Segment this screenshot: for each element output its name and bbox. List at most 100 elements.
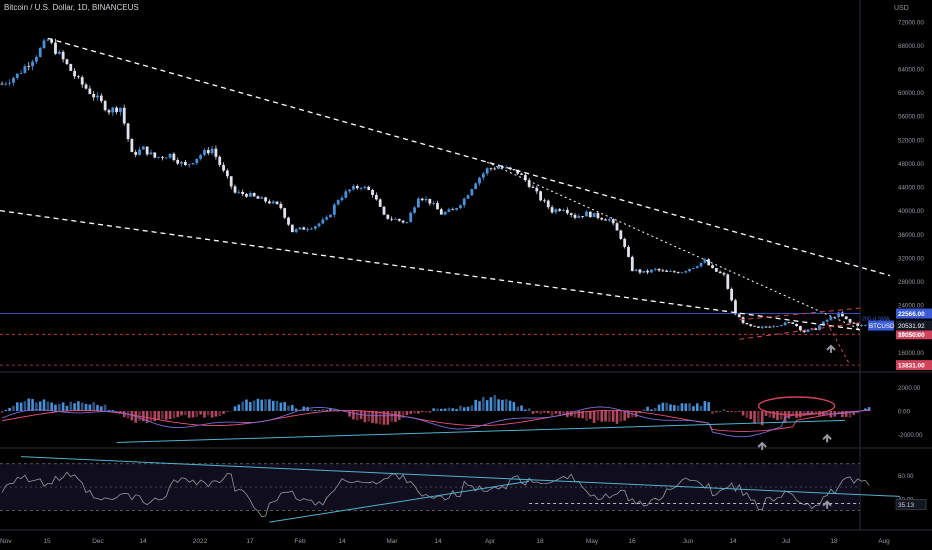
macd-bar	[653, 407, 657, 411]
candle	[233, 186, 237, 193]
macd-bar	[50, 402, 53, 411]
candle	[558, 209, 562, 211]
macd-bar	[573, 411, 577, 418]
candle	[642, 270, 646, 273]
candle	[214, 148, 218, 157]
macd-bar	[512, 402, 516, 411]
candle	[210, 148, 214, 154]
macd-bar	[142, 411, 145, 422]
candle	[741, 317, 745, 323]
candle	[138, 149, 141, 155]
sma-label: 200-d SMA	[862, 317, 890, 323]
macd-bar	[692, 406, 695, 411]
candle	[321, 219, 325, 224]
macd-bar	[466, 406, 470, 411]
macd-bar	[489, 397, 493, 411]
candle	[65, 59, 69, 65]
candle	[310, 228, 313, 230]
candle	[130, 139, 134, 153]
candle	[386, 214, 390, 219]
macd-bar	[741, 411, 745, 416]
macd-bar	[27, 398, 31, 411]
macd-bar	[329, 408, 332, 411]
price-tick-label: 32000.00	[898, 255, 924, 262]
candle	[745, 322, 749, 325]
candle	[756, 326, 760, 328]
candle	[512, 169, 516, 170]
candle	[275, 201, 279, 204]
candle	[23, 66, 27, 73]
candle	[73, 70, 76, 77]
candle	[485, 168, 489, 174]
macd-bar	[726, 411, 730, 413]
candle	[852, 322, 856, 324]
macd-bar	[187, 411, 191, 418]
candle	[455, 208, 458, 210]
candle	[325, 217, 329, 220]
candle	[546, 200, 550, 208]
candle	[225, 170, 229, 177]
candle	[764, 326, 768, 328]
countdown-label: 05:10:34	[898, 333, 922, 339]
macd-bar	[543, 411, 546, 413]
macd-bar	[229, 411, 233, 412]
candle	[768, 326, 772, 328]
candle	[856, 323, 860, 326]
candle	[332, 204, 336, 215]
macd-bar	[317, 410, 321, 411]
price-axis: USD 72000.00 68000.00 64000.00 60000.00 56000…	[862, 5, 932, 510]
macd-bar	[65, 405, 69, 411]
macd-bar	[711, 411, 714, 415]
rsi-downtrend-line	[21, 456, 901, 497]
candle	[462, 198, 466, 206]
candle	[424, 198, 428, 201]
macd-bar	[634, 411, 638, 418]
candle	[688, 268, 691, 272]
grid	[0, 0, 932, 531]
candle	[264, 197, 267, 202]
candle	[245, 194, 248, 197]
candle	[726, 274, 730, 289]
macd-bar	[848, 411, 852, 418]
macd-bar	[233, 406, 237, 411]
candle	[459, 205, 462, 209]
candle	[61, 51, 65, 60]
macd-bar	[84, 403, 88, 411]
macd-trendline	[116, 419, 846, 443]
candle	[176, 160, 180, 164]
macd-bar	[680, 403, 684, 411]
candle	[707, 259, 711, 266]
candle	[15, 73, 19, 78]
macd-bar	[184, 411, 187, 416]
level-tag-label: 13831.00	[898, 363, 925, 370]
macd-bar	[627, 411, 630, 419]
candle	[443, 211, 447, 215]
macd-bar	[592, 411, 596, 423]
macd-bar	[550, 411, 554, 417]
candle	[371, 189, 374, 195]
macd-bar	[88, 404, 92, 411]
arrow-up-icon	[822, 433, 832, 443]
candle	[661, 270, 665, 272]
macd-bar	[508, 400, 512, 411]
candle	[772, 326, 776, 328]
rsi-uptrend-line	[269, 480, 530, 523]
candle	[80, 77, 84, 85]
candle	[134, 152, 138, 155]
macd-bar	[210, 411, 214, 418]
candle	[451, 209, 455, 211]
candle	[84, 84, 88, 89]
time-tick-label: Mar	[386, 538, 398, 545]
candle	[96, 95, 99, 98]
macd-bar	[69, 401, 73, 411]
candle	[336, 200, 340, 205]
macd-bar	[478, 401, 481, 411]
upper-trendline	[47, 37, 891, 277]
time-axis: Nov 15 Dec 14 2022 17 Feb 14 Mar 14 Apr 18 May 16 Jun 1…	[0, 538, 890, 545]
candle	[684, 271, 688, 273]
candle	[34, 56, 38, 62]
candle	[554, 209, 558, 213]
macd-bar	[554, 411, 558, 414]
macd-bar	[791, 411, 795, 416]
